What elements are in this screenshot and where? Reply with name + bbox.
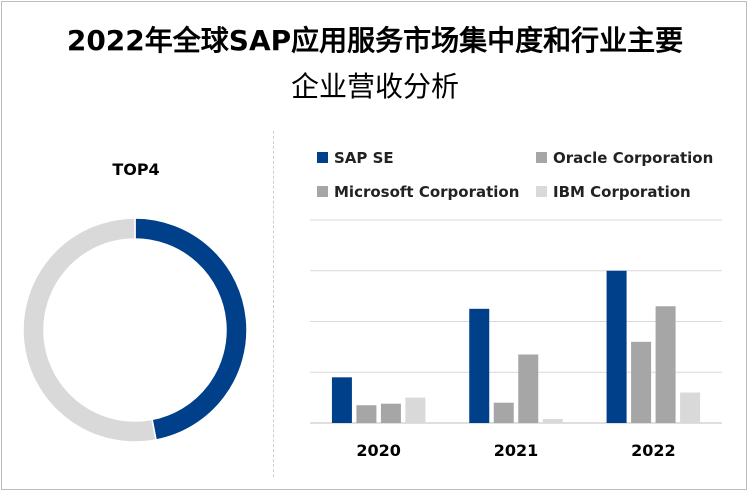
x-tick-2022: 2022 (631, 441, 676, 460)
legend-swatch-1 (536, 152, 547, 163)
title-line-2: 企业营收分析 (290, 70, 459, 103)
bar-2020-1 (356, 405, 377, 423)
bar-2022-3 (680, 392, 701, 423)
bar-2021-0 (469, 308, 490, 423)
bar-2020-3 (405, 397, 426, 423)
x-tick-2021: 2021 (494, 441, 539, 460)
legend-label-2: Microsoft Corporation (334, 183, 519, 201)
x-tick-2020: 2020 (356, 441, 401, 460)
legend-swatch-0 (317, 152, 328, 163)
legend-label-1: Oracle Corporation (553, 149, 713, 167)
legend-swatch-2 (317, 186, 328, 197)
bar-2020-2 (380, 403, 401, 423)
title-line-1: 2022年全球SAP应用服务市场集中度和行业主要 (66, 24, 684, 57)
bar-2021-1 (493, 402, 514, 423)
bar-chart: SAP SE Oracle Corporation Microsoft Corpor… (310, 149, 722, 460)
bar-2022-1 (631, 341, 652, 423)
bar-2022-0 (606, 270, 627, 423)
chart-title: 2022年全球SAP应用服务市场集中度和行业主要 企业营收分析 (20, 18, 730, 110)
bar-2021-3 (542, 418, 563, 423)
panel-divider (273, 131, 274, 477)
bar-2021-2 (518, 354, 539, 423)
donut-slice-1 (22, 218, 157, 443)
bar-2020-0 (331, 377, 352, 423)
donut-slice-0 (134, 218, 248, 441)
legend-label-3: IBM Corporation (553, 183, 691, 201)
legend-swatch-3 (536, 186, 547, 197)
donut-label: TOP4 (112, 160, 160, 179)
legend-label-0: SAP SE (334, 149, 394, 167)
bar-2022-2 (655, 306, 676, 423)
donut-chart (22, 218, 248, 443)
